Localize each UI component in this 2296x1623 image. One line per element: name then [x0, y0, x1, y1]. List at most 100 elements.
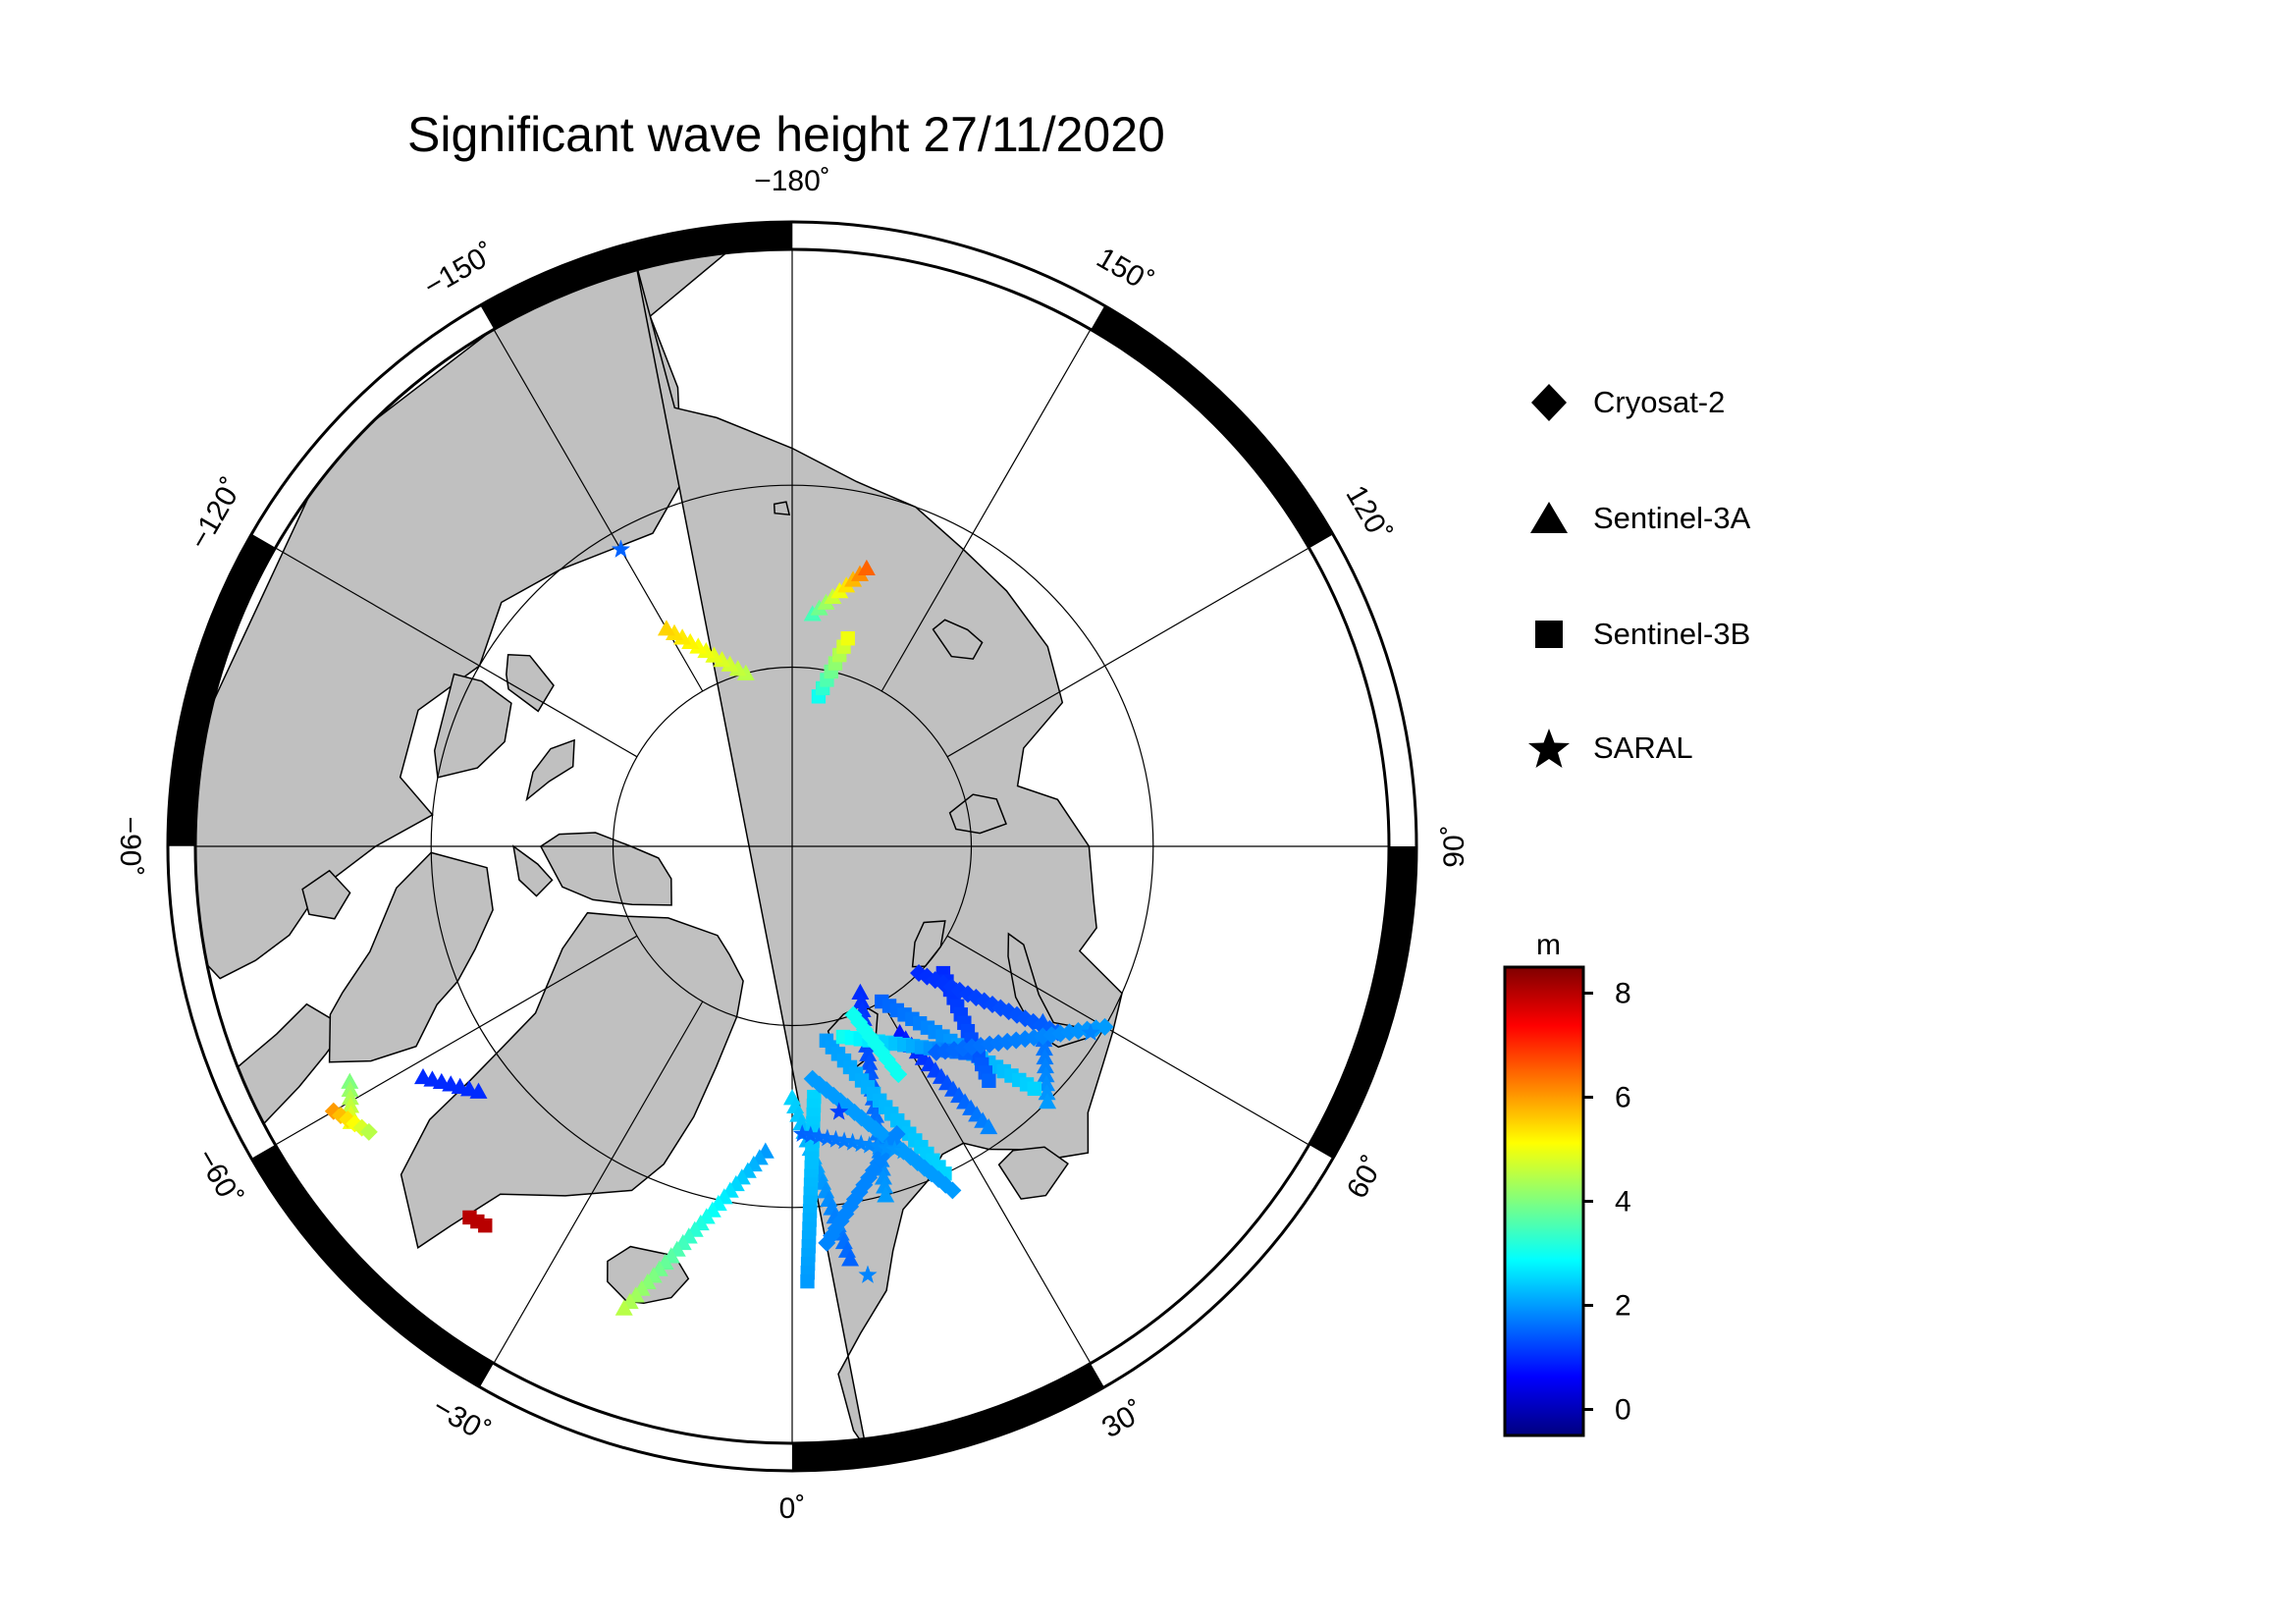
data-point [860, 1054, 879, 1070]
data-point [868, 1137, 887, 1156]
data-point [1037, 1065, 1055, 1083]
meridian-line [275, 547, 638, 758]
track [927, 1017, 1114, 1061]
data-point [614, 1299, 633, 1316]
legend-item-cryosat-2: Cryosat-2 [1526, 373, 1725, 432]
longitude-label: 60˚ [1341, 1151, 1390, 1204]
data-point [666, 623, 684, 640]
track [462, 1210, 493, 1233]
colorbar-unit: m [1536, 929, 1561, 961]
track [614, 1142, 774, 1316]
longitude-label: 30˚ [1096, 1395, 1149, 1444]
data-point [792, 1124, 812, 1142]
legend-label: SARAL [1593, 730, 1693, 765]
data-point [469, 1082, 488, 1099]
map-title: Significant wave height 27/11/2020 [407, 107, 1165, 162]
data-point [341, 1089, 359, 1106]
land-southampton [301, 869, 351, 920]
longitude-label: −30˚ [427, 1391, 495, 1449]
legend-label: Sentinel-3A [1593, 501, 1751, 535]
track [858, 1265, 878, 1283]
data-point [341, 1072, 359, 1089]
colorbar-tick-label: 8 [1615, 978, 1631, 1010]
data-point [859, 1045, 878, 1061]
data-point [857, 559, 876, 576]
longitude-label: −60˚ [189, 1144, 247, 1212]
track [829, 1102, 849, 1120]
data-point [841, 1250, 860, 1267]
data-point [885, 1140, 904, 1158]
land-ellesmere [539, 832, 672, 906]
land-victoria [433, 673, 512, 779]
track [1081, 1023, 1100, 1041]
map-frame [166, 220, 1418, 1473]
colorbar-tick-label: 6 [1615, 1082, 1631, 1114]
data-point [1035, 1039, 1053, 1056]
land-banks [506, 654, 555, 713]
meridian-line [881, 329, 1092, 692]
land-devon [512, 844, 554, 897]
data-point [852, 992, 871, 1008]
data-point [989, 1034, 1008, 1053]
longitude-label: −180˚ [754, 165, 830, 197]
legend-item-sentinel-3a: Sentinel-3A [1526, 489, 1750, 548]
meridian-line [493, 1001, 704, 1364]
legend-item-sentinel-3b: Sentinel-3B [1526, 605, 1750, 664]
land-parry-islands [525, 738, 575, 802]
data-point [893, 1141, 913, 1160]
track [324, 1102, 378, 1141]
data-point [851, 983, 870, 1000]
data-point [858, 1265, 878, 1283]
data-point [359, 1122, 378, 1141]
track [413, 1067, 488, 1099]
longitude-label: 90˚ [1438, 825, 1470, 867]
data-point [1036, 1048, 1054, 1065]
data-point [657, 620, 675, 636]
track [803, 559, 876, 622]
data-point [612, 539, 630, 558]
data-point [874, 1168, 892, 1185]
land-eurasia [634, 260, 1123, 1443]
data-point [980, 1117, 998, 1135]
legend-label: Cryosat-2 [1593, 385, 1726, 419]
data-point [342, 1097, 360, 1113]
longitude-label: −150˚ [418, 238, 501, 303]
data-point [736, 664, 755, 680]
land-new-siberian [932, 619, 984, 660]
track [657, 620, 755, 680]
data-point [876, 1177, 894, 1194]
land-severnaya-zemlya [948, 793, 1007, 835]
land-layer [195, 249, 1123, 1443]
data-point [843, 1132, 862, 1151]
data-point [1095, 1017, 1114, 1036]
longitude-label: −90˚ [114, 817, 146, 877]
data-point [982, 1073, 996, 1089]
frame-checker [168, 222, 1416, 1471]
data-point [877, 1186, 895, 1203]
data-point [697, 641, 716, 659]
land-greenland [400, 911, 744, 1250]
colorbar-gradient [1503, 965, 1585, 1437]
data-point [713, 651, 731, 668]
track [612, 539, 630, 558]
data-point [705, 646, 723, 663]
legend-label: Sentinel-3B [1593, 617, 1751, 651]
data-point [689, 637, 708, 654]
colorbar: 0 2 4 6 8 [1503, 965, 1631, 1437]
map-body [195, 249, 1389, 1443]
track [792, 1124, 913, 1160]
land-baffin [328, 851, 494, 1063]
data-point [1081, 1023, 1100, 1041]
longitude-label: 0˚ [779, 1492, 806, 1525]
data-point [1039, 1093, 1057, 1109]
colorbar-tick-label: 2 [1615, 1290, 1631, 1323]
track [844, 1005, 908, 1084]
meridian-line [946, 935, 1309, 1146]
data-point [681, 632, 700, 650]
data-point [721, 655, 739, 672]
data-point [1038, 1084, 1056, 1101]
track [910, 964, 1067, 1042]
series-saral [612, 539, 1100, 1283]
colorbar-ticks: 0 2 4 6 8 [1583, 978, 1631, 1427]
